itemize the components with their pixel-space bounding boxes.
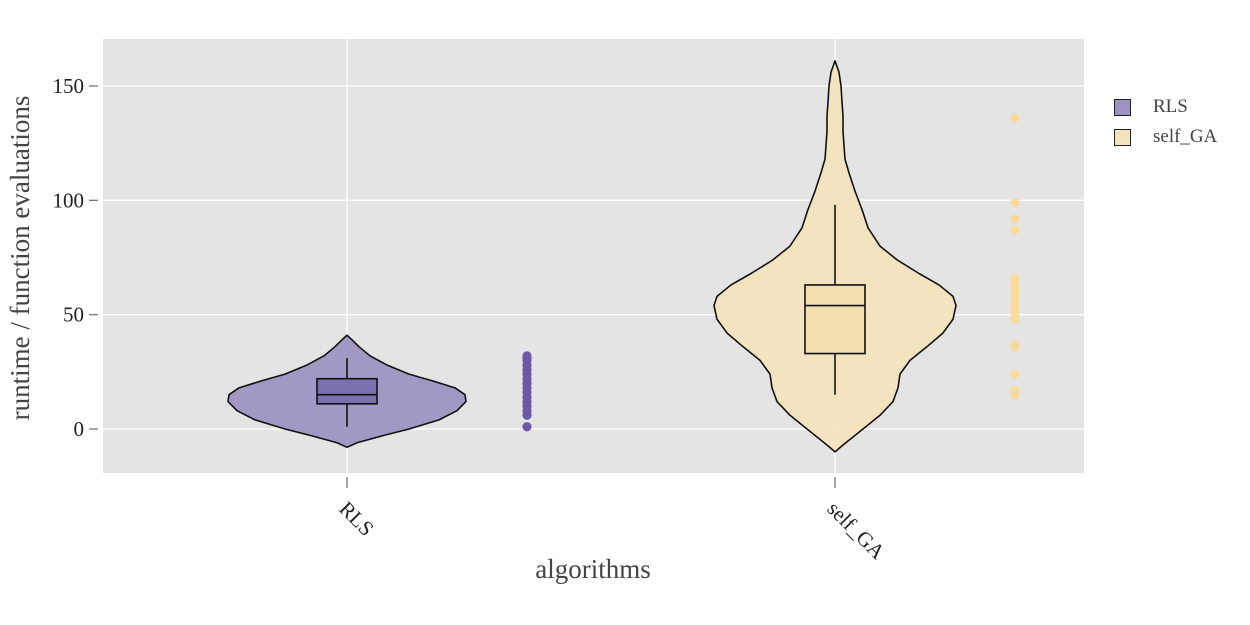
y-tick-label-100: 100 <box>53 188 85 212</box>
point-self-ga-16 <box>1010 214 1020 224</box>
point-rls-15 <box>522 351 532 361</box>
y-axis: 0 50 100 150 <box>53 74 98 441</box>
box-rls <box>316 377 378 405</box>
legend-item-rls[interactable]: RLS <box>1114 92 1217 122</box>
x-axis: RLS self_GA <box>334 477 890 564</box>
point-self-ga-14 <box>1010 273 1020 283</box>
x-axis-title: algorithms <box>535 554 651 584</box>
legend-label-rls: RLS <box>1153 96 1188 117</box>
point-self-ga-4 <box>1010 339 1020 349</box>
y-tick-label-150: 150 <box>53 74 85 98</box>
boxes <box>316 204 866 427</box>
x-tick-label-0: RLS <box>334 497 378 541</box>
point-self-ga-1 <box>1010 385 1020 395</box>
legend-swatch-rls <box>1114 98 1131 116</box>
point-self-ga-15 <box>1010 225 1020 235</box>
point-self-ga-18 <box>1010 113 1020 123</box>
point-self-ga-17 <box>1010 198 1020 208</box>
x-tick-label-1: self_GA <box>822 497 890 565</box>
y-tick-label-50: 50 <box>63 303 84 327</box>
y-axis-title: runtime / function evaluations <box>5 96 35 421</box>
y-tick-label-0: 0 <box>74 417 85 441</box>
points <box>522 113 1020 432</box>
legend: RLS self_GA <box>1114 92 1217 152</box>
legend-label-self-ga: self_GA <box>1153 126 1218 147</box>
legend-item-self-ga[interactable]: self_GA <box>1114 122 1217 152</box>
legend-swatch-self-ga <box>1114 128 1131 146</box>
box-self-ga <box>804 284 866 355</box>
point-rls-0 <box>522 422 532 432</box>
point-self-ga-2 <box>1010 369 1020 379</box>
